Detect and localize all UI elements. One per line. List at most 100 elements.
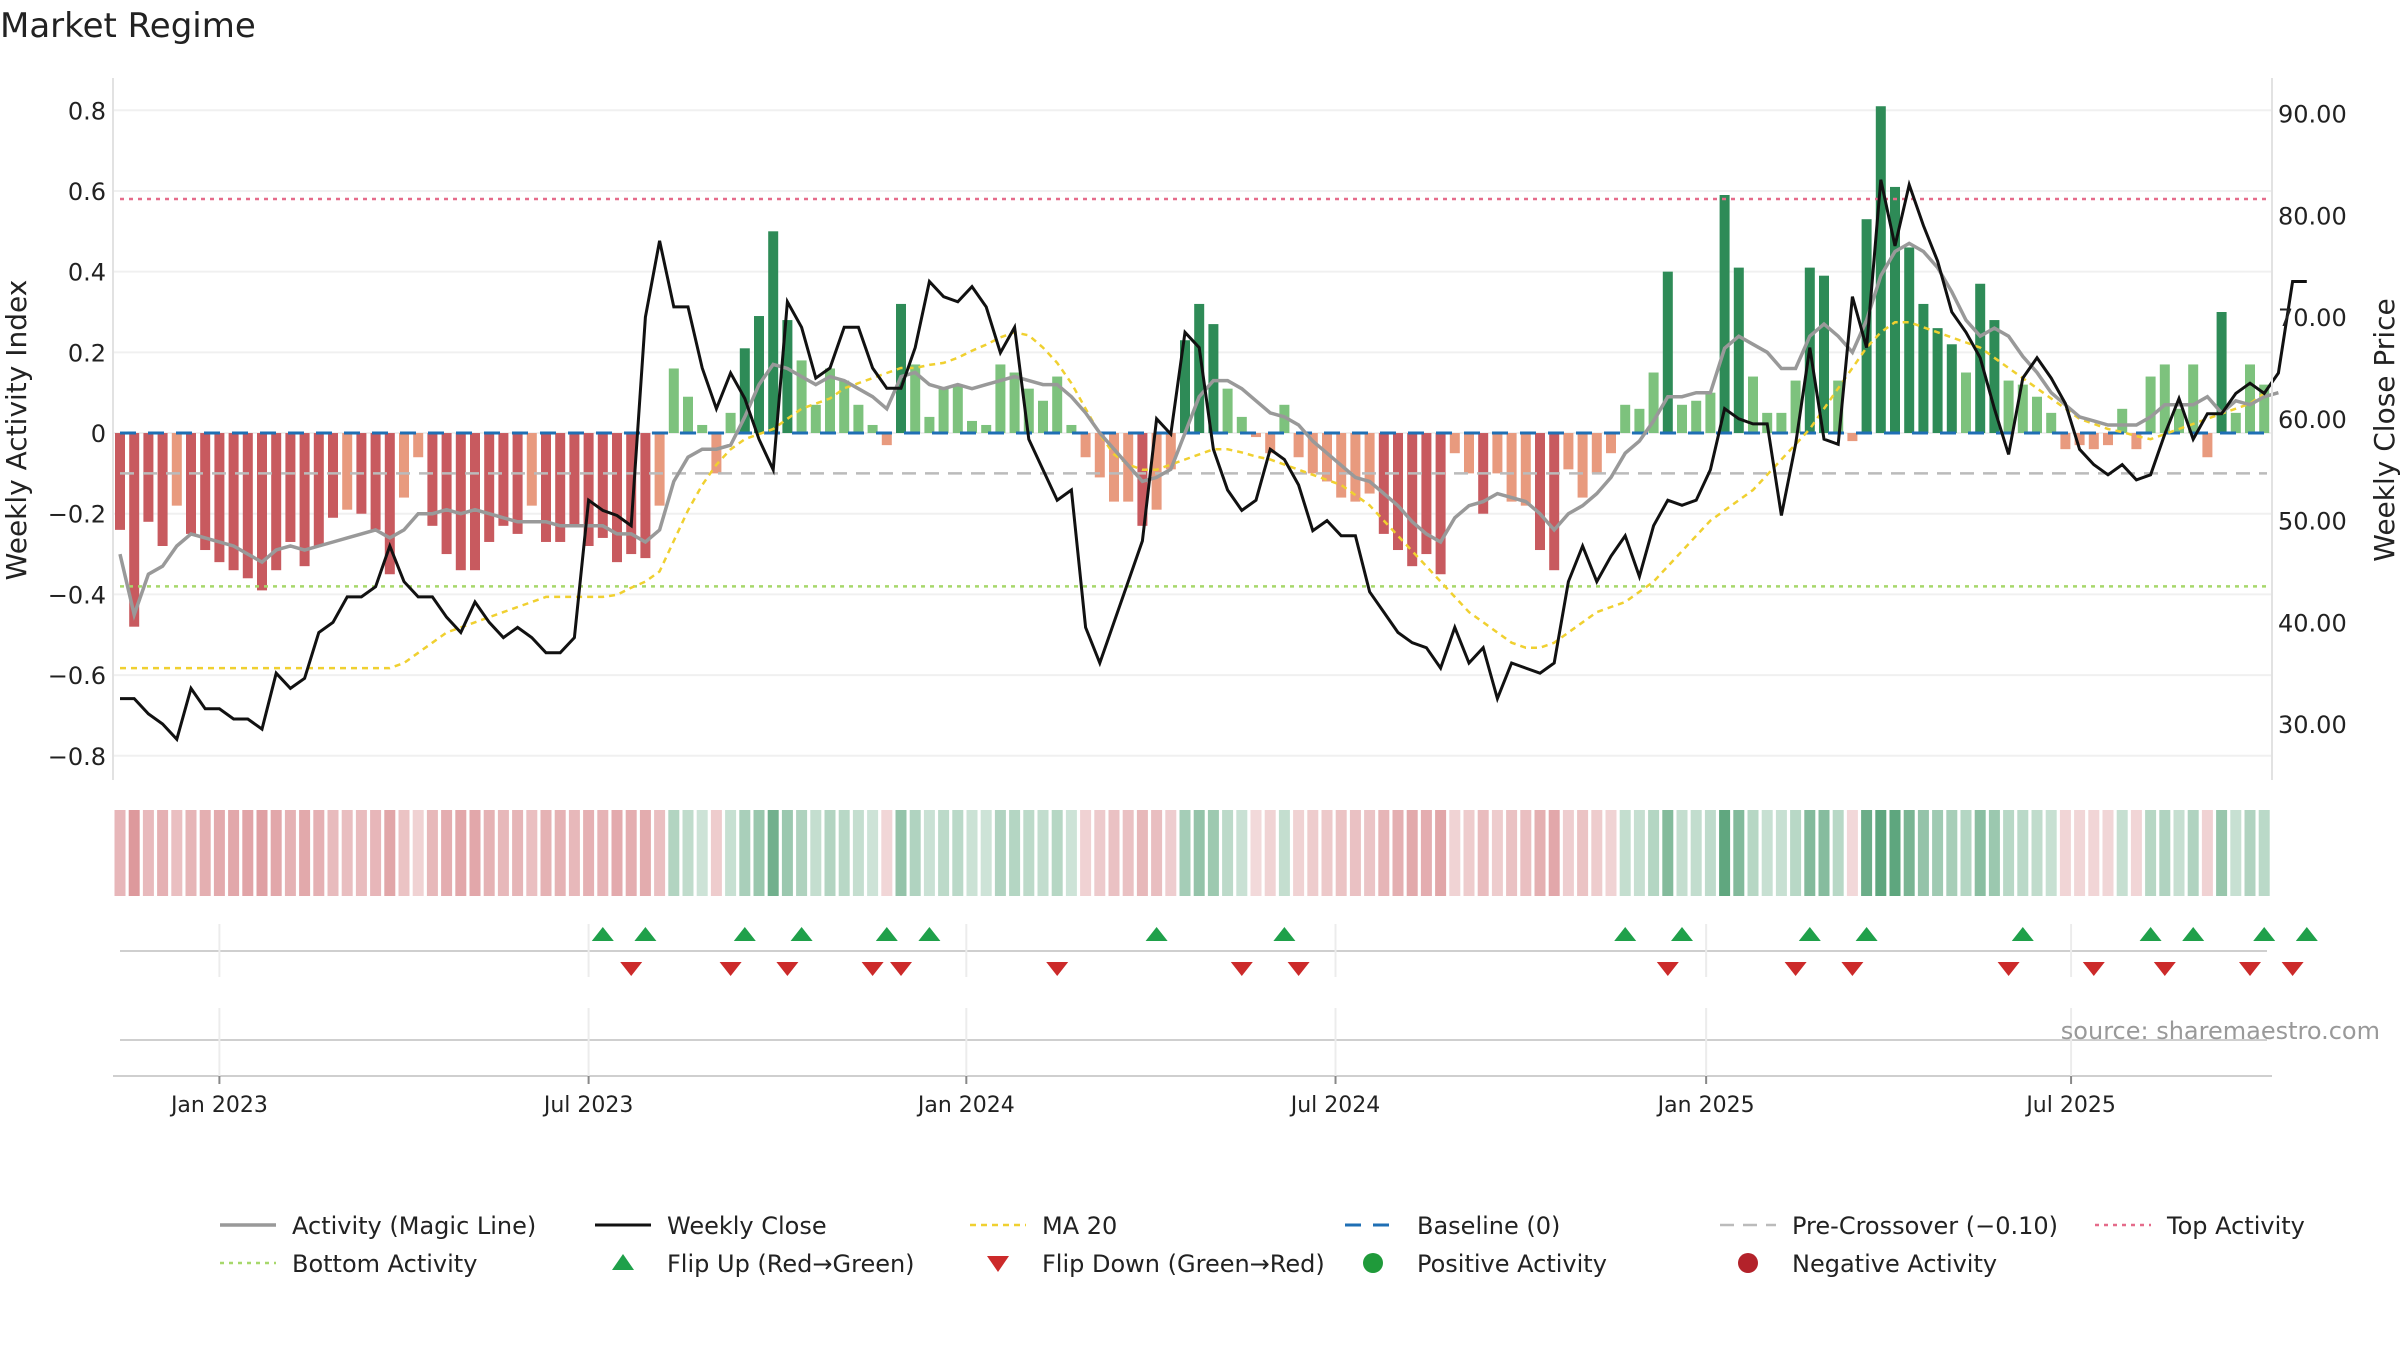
- regime-cell: [1861, 810, 1873, 896]
- right-tick-label: 80.00: [2278, 202, 2347, 230]
- left-tick-label: −0.4: [48, 581, 106, 609]
- activity-bar: [1634, 408, 1645, 434]
- regime-cell: [2173, 810, 2185, 896]
- regime-cell: [512, 810, 524, 896]
- x-tick-label: Jul 2023: [542, 1093, 634, 1118]
- activity-bar: [1094, 433, 1105, 478]
- magic-line: [118, 241, 2279, 621]
- activity-bar: [1464, 433, 1474, 474]
- activity-bar: [157, 433, 168, 546]
- activity-bar: [1648, 372, 1659, 434]
- weekly-close-line: [120, 179, 2307, 743]
- activity-bar: [1407, 433, 1418, 567]
- activity-bar: [143, 433, 154, 522]
- flip-down-marker: [1784, 962, 1807, 976]
- regime-cell: [2017, 810, 2029, 896]
- regime-cell: [2216, 810, 2228, 896]
- regime-cell: [668, 810, 680, 896]
- regime-cell: [1591, 810, 1603, 896]
- regime-cell: [923, 810, 935, 896]
- regime-cell: [2201, 810, 2213, 896]
- activity-bar: [2174, 408, 2184, 434]
- regime-cell: [1790, 810, 1802, 896]
- regime-cell: [1633, 810, 1645, 896]
- activity-bar: [2131, 433, 2142, 450]
- series-lines: [118, 179, 2307, 743]
- regime-cell: [1960, 810, 1972, 896]
- left-tick-label: −0.2: [48, 501, 106, 529]
- activity-bar: [1833, 380, 1844, 434]
- activity-bar: [1435, 433, 1446, 575]
- regime-cell: [710, 810, 722, 896]
- regime-cell: [327, 810, 339, 896]
- regime-cell: [412, 810, 424, 896]
- activity-bar: [1307, 433, 1318, 474]
- regime-cell: [909, 810, 921, 896]
- regime-cell: [781, 810, 793, 896]
- regime-cell: [1179, 810, 1191, 896]
- flip-down-marker: [2239, 962, 2261, 976]
- legend-swatch-positive: [1363, 1253, 1383, 1273]
- regime-cell: [441, 810, 453, 896]
- activity-bar: [1577, 433, 1588, 498]
- legend-label: MA 20: [1042, 1212, 1117, 1240]
- regime-cell: [867, 810, 879, 896]
- activity-bar: [1776, 412, 1787, 434]
- x-tick-label: Jan 2024: [916, 1093, 1015, 1118]
- regime-cell: [1335, 810, 1347, 896]
- x-tick-label: Jul 2025: [2024, 1093, 2116, 1118]
- right-tick-label: 50.00: [2278, 508, 2347, 536]
- flip-up-marker: [591, 927, 614, 941]
- right-tick-label: 90.00: [2278, 101, 2347, 129]
- legend-swatch-flip-up: [612, 1254, 634, 1270]
- activity-bar: [1293, 433, 1304, 458]
- regime-cell: [1449, 810, 1461, 896]
- source-label: source: sharemaestro.com: [2061, 1017, 2380, 1045]
- flip-down-marker: [890, 962, 912, 976]
- regime-cell: [2130, 810, 2142, 896]
- activity-bar: [1875, 106, 1886, 434]
- regime-cell: [810, 810, 822, 896]
- activity-bar: [1421, 433, 1432, 555]
- regime-cell: [1207, 810, 1219, 896]
- left-tick-label: 0.2: [68, 339, 106, 367]
- left-tick-label: 0.4: [68, 259, 106, 287]
- regime-cell: [1946, 810, 1958, 896]
- activity-bar: [498, 433, 509, 526]
- regime-cell: [1662, 810, 1674, 896]
- activity-bar: [541, 433, 551, 542]
- regime-cell: [1619, 810, 1631, 896]
- activity-bar: [853, 404, 864, 434]
- regime-cell: [1832, 810, 1844, 896]
- regime-cell: [654, 810, 666, 896]
- legend-label: Weekly Close: [667, 1212, 827, 1240]
- activity-bar: [1165, 433, 1176, 470]
- right-axis-label: Weekly Close Price: [2368, 298, 2400, 561]
- legend-swatch-flip-down: [987, 1256, 1009, 1272]
- activity-bar: [1364, 433, 1375, 494]
- regime-cell: [1506, 810, 1518, 896]
- regime-cell: [1321, 810, 1333, 896]
- regime-cell: [171, 810, 183, 896]
- regime-cell: [398, 810, 410, 896]
- activity-bar: [881, 433, 892, 446]
- activity-bar: [1350, 433, 1361, 502]
- regime-cell: [2187, 810, 2199, 896]
- flip-down-marker: [1656, 962, 1679, 976]
- activity-bar: [810, 404, 821, 434]
- activity-bar: [782, 320, 793, 434]
- regime-cell: [1875, 810, 1887, 896]
- regime-cell: [796, 810, 808, 896]
- activity-bar: [952, 384, 963, 434]
- flip-down-marker: [776, 962, 799, 976]
- regime-cell: [568, 810, 580, 896]
- activity-bar: [1620, 404, 1631, 434]
- activity-bar: [2188, 364, 2199, 434]
- regime-cell: [1165, 810, 1177, 896]
- activity-bar: [1180, 340, 1190, 434]
- activity-bar: [2245, 364, 2255, 434]
- activity-bar: [583, 433, 594, 546]
- activity-bar: [1989, 320, 2000, 434]
- activity-bar: [512, 433, 523, 534]
